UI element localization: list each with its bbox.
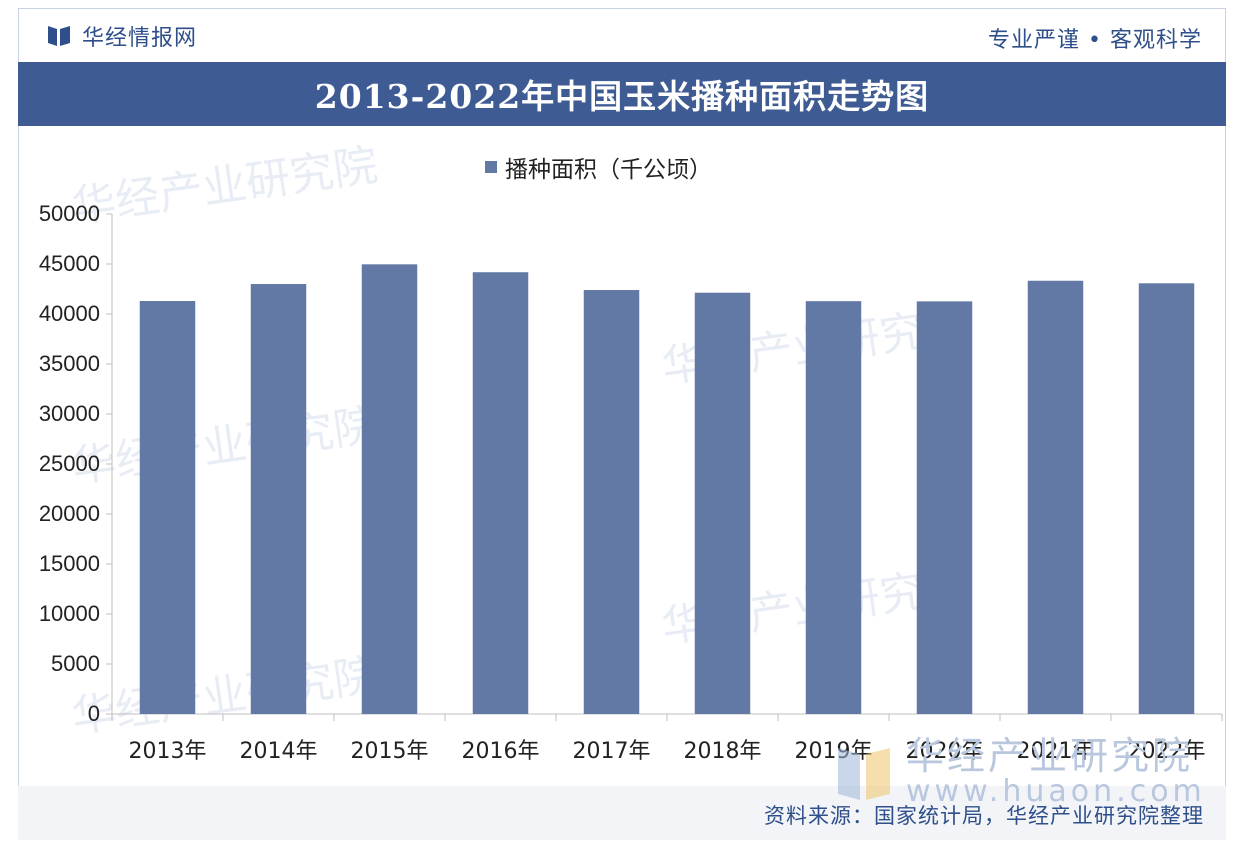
footer-bar: 资料来源：国家统计局，华经产业研究院整理	[18, 786, 1226, 840]
y-tick-label: 35000	[39, 351, 100, 376]
legend-swatch	[485, 161, 497, 173]
y-tick-label: 5000	[51, 651, 100, 676]
slogan: 专业严谨 • 客观科学	[988, 28, 1202, 53]
source-note: 资料来源：国家统计局，华经产业研究院整理	[764, 804, 1204, 828]
watermark-logo-icon	[838, 748, 890, 800]
y-tick-label: 10000	[39, 601, 100, 626]
x-tick-label: 2017年	[573, 739, 651, 764]
x-tick-label: 2013年	[129, 739, 207, 764]
x-tick-label: 2015年	[351, 739, 429, 764]
chart-title: 2013-2022年中国玉米播种面积走势图	[314, 77, 930, 116]
x-tick-label: 2020年	[906, 739, 984, 764]
brand-logo-icon	[48, 26, 70, 46]
y-tick-label: 0	[88, 701, 100, 726]
bar	[139, 301, 196, 714]
header-bar: 华经情报网 专业严谨 • 客观科学	[18, 8, 1226, 62]
bar	[1138, 283, 1195, 714]
bar	[472, 272, 529, 714]
bar	[1027, 280, 1084, 714]
bar	[250, 284, 307, 714]
y-tick-label: 40000	[39, 301, 100, 326]
bar	[361, 264, 418, 714]
title-bar: 2013-2022年中国玉米播种面积走势图	[18, 62, 1226, 126]
y-tick-label: 20000	[39, 501, 100, 526]
bar	[583, 290, 640, 714]
bar	[805, 301, 862, 714]
corner-watermark: 华经产业研究院 www.huaon.com	[836, 736, 1206, 808]
legend: 播种面积（千公顷）	[485, 150, 712, 184]
y-tick-label: 45000	[39, 251, 100, 276]
brand-name: 华经情报网	[82, 26, 198, 51]
x-tick-label: 2022年	[1128, 739, 1206, 764]
y-tick-label: 30000	[39, 401, 100, 426]
y-tick-label: 25000	[39, 451, 100, 476]
x-tick-label: 2014年	[240, 739, 318, 764]
y-tick-label: 50000	[39, 201, 100, 226]
x-tick-label: 2021年	[1017, 739, 1095, 764]
bar	[694, 292, 751, 714]
bar	[916, 301, 973, 714]
watermark-url: www.huaon.com	[906, 774, 1206, 809]
x-tick-label: 2016年	[462, 739, 540, 764]
legend-label: 播种面积（千公顷）	[505, 157, 712, 183]
x-tick-label: 2018年	[684, 739, 762, 764]
y-tick-label: 15000	[39, 551, 100, 576]
brand: 华经情报网	[46, 20, 197, 52]
watermark-name: 华经产业研究院	[906, 734, 1194, 778]
